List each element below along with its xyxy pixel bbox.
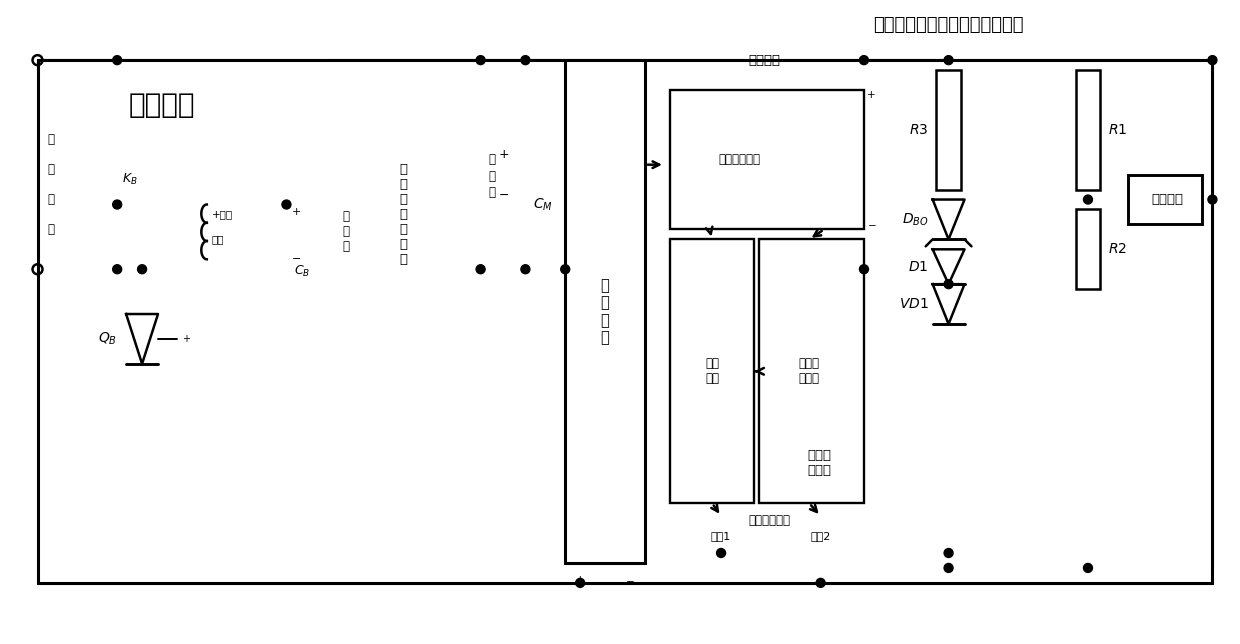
Text: $-$: $-$ [498,188,510,201]
Text: $K_B$: $K_B$ [123,172,138,187]
Text: 旁路电
源输出: 旁路电 源输出 [807,450,831,477]
Text: 路: 路 [47,163,55,176]
Text: 电源变换单元: 电源变换单元 [718,153,760,166]
Circle shape [521,265,529,274]
Bar [670,240,754,503]
Text: 单元1: 单元1 [711,531,732,540]
Text: $Q_B$: $Q_B$ [98,331,117,347]
Polygon shape [932,249,965,284]
Text: 控制板卡: 控制板卡 [749,53,780,66]
Text: +: + [867,90,875,100]
Circle shape [575,578,584,587]
Text: 连接模块: 连接模块 [1152,193,1184,206]
Circle shape [113,265,122,274]
Circle shape [476,55,485,64]
Circle shape [1208,55,1216,64]
Circle shape [1084,195,1092,204]
Text: +: + [575,575,584,585]
Text: +: + [291,207,301,217]
Text: 流: 流 [489,170,496,183]
Text: 检测保
护单元: 检测保 护单元 [799,357,820,385]
Circle shape [859,55,868,64]
Circle shape [816,578,825,587]
Bar [936,70,961,189]
Text: $D_{BO}$: $D_{BO}$ [901,211,929,227]
Circle shape [281,200,291,209]
Text: 旁: 旁 [47,133,55,146]
Polygon shape [932,200,965,240]
Circle shape [717,549,725,558]
Text: 开: 开 [47,193,55,206]
Text: $D1$: $D1$ [909,260,929,274]
Text: 单元2: 单元2 [811,531,831,540]
Text: 线圈: 线圈 [212,234,224,244]
Bar [1128,175,1203,224]
Circle shape [113,55,122,64]
Bar [37,60,1213,583]
Text: $R1$: $R1$ [1107,123,1127,137]
Text: $R3$: $R3$ [909,123,929,137]
Bar [670,90,864,229]
Bar [759,240,864,503]
Text: 旁路触发单元: 旁路触发单元 [749,514,790,527]
Text: +: + [182,334,190,344]
Text: $C_B$: $C_B$ [294,264,310,279]
Circle shape [476,265,485,274]
Text: +: + [498,148,508,161]
Text: 功率模块: 功率模块 [129,91,195,119]
Text: 直: 直 [489,153,496,166]
Bar [112,80,331,279]
Bar [1075,70,1100,189]
Text: 通讯
单元: 通讯 单元 [706,357,719,385]
Circle shape [944,564,954,573]
Text: 基于击穿二极管的冗余供能电路: 基于击穿二极管的冗余供能电路 [873,16,1024,34]
Text: $C_M$: $C_M$ [533,196,553,213]
Text: $R2$: $R2$ [1107,242,1127,256]
Bar [859,70,1208,573]
Text: $VD1$: $VD1$ [899,297,929,311]
Text: 侧: 侧 [489,186,496,199]
Bar [673,516,769,555]
Text: 交
流
侧: 交 流 侧 [342,211,350,253]
Circle shape [944,549,954,558]
Text: +控制: +控制 [212,209,233,220]
Circle shape [560,265,569,274]
Circle shape [521,55,529,64]
Circle shape [1208,195,1216,204]
Text: $-$: $-$ [291,252,301,261]
Text: 关: 关 [47,223,55,236]
Text: $-$: $-$ [867,220,877,229]
Text: 功
率
半
导
体
单
元: 功 率 半 导 体 单 元 [399,163,408,266]
Bar [336,80,471,563]
Circle shape [138,265,146,274]
Circle shape [113,200,122,209]
Bar [1075,209,1100,289]
Bar [670,506,864,558]
Polygon shape [126,314,157,364]
Text: $-$: $-$ [625,575,635,585]
Circle shape [1084,564,1092,573]
Bar [773,516,861,555]
Bar [665,75,869,563]
Circle shape [944,55,954,64]
Circle shape [859,265,868,274]
Circle shape [944,279,954,289]
Text: 电
源
板
卡: 电 源 板 卡 [600,278,609,345]
Polygon shape [932,284,965,324]
Bar [565,60,645,563]
